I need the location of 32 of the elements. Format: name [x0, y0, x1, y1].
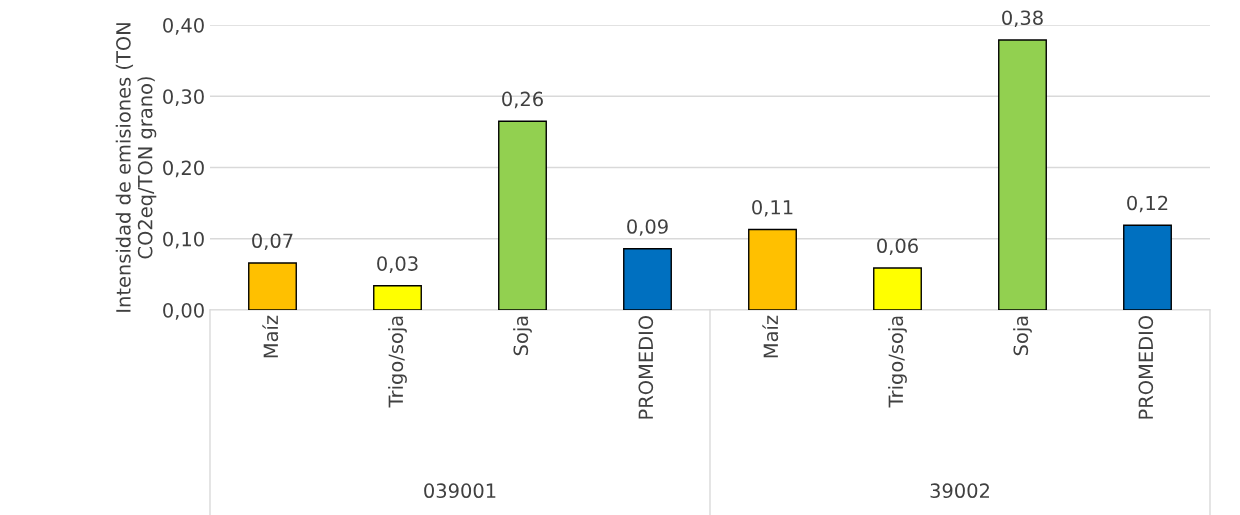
x-tick-label: PROMEDIO — [1138, 315, 1154, 419]
data-label: 0,26 — [502, 91, 543, 109]
y-tick-label: 0,30 — [163, 89, 204, 106]
bar — [373, 285, 422, 310]
bar — [248, 262, 297, 310]
bar — [1123, 224, 1172, 310]
x-tick-label: Soja — [1013, 316, 1032, 356]
y-tick-label: 0,00 — [163, 302, 204, 320]
bar — [748, 228, 797, 310]
data-label: 0,06 — [877, 238, 918, 256]
data-label: 0,09 — [627, 219, 668, 236]
data-label: 0,07 — [252, 233, 293, 251]
x-tick-label: Maíz — [262, 315, 279, 358]
bar — [623, 248, 672, 310]
y-tick-label: 0,10 — [163, 231, 204, 249]
x-tick-label: Maíz — [762, 315, 779, 358]
text: 39002 — [930, 483, 989, 499]
bar — [498, 120, 547, 310]
x-tick-label: Soja — [513, 316, 532, 356]
x-tick-label: PROMEDIO — [638, 315, 654, 419]
x-tick-label: Trigo/soja — [388, 316, 407, 408]
data-label: 0,38 — [1002, 10, 1043, 28]
x-tick-label: Trigo/soja — [888, 316, 907, 408]
text: 039001 — [424, 483, 496, 499]
y-tick-label: 0,20 — [163, 160, 204, 178]
data-label: 0,12 — [1127, 195, 1168, 213]
bar — [998, 39, 1047, 310]
data-label: 0,11 — [752, 199, 793, 217]
data-label: 0,03 — [377, 256, 418, 273]
y-axis-title: Intensidad de emisiones (TON CO2eq/TON grano) — [115, 23, 157, 312]
bar — [873, 267, 922, 310]
y-tick-label: 0,40 — [163, 17, 204, 35]
